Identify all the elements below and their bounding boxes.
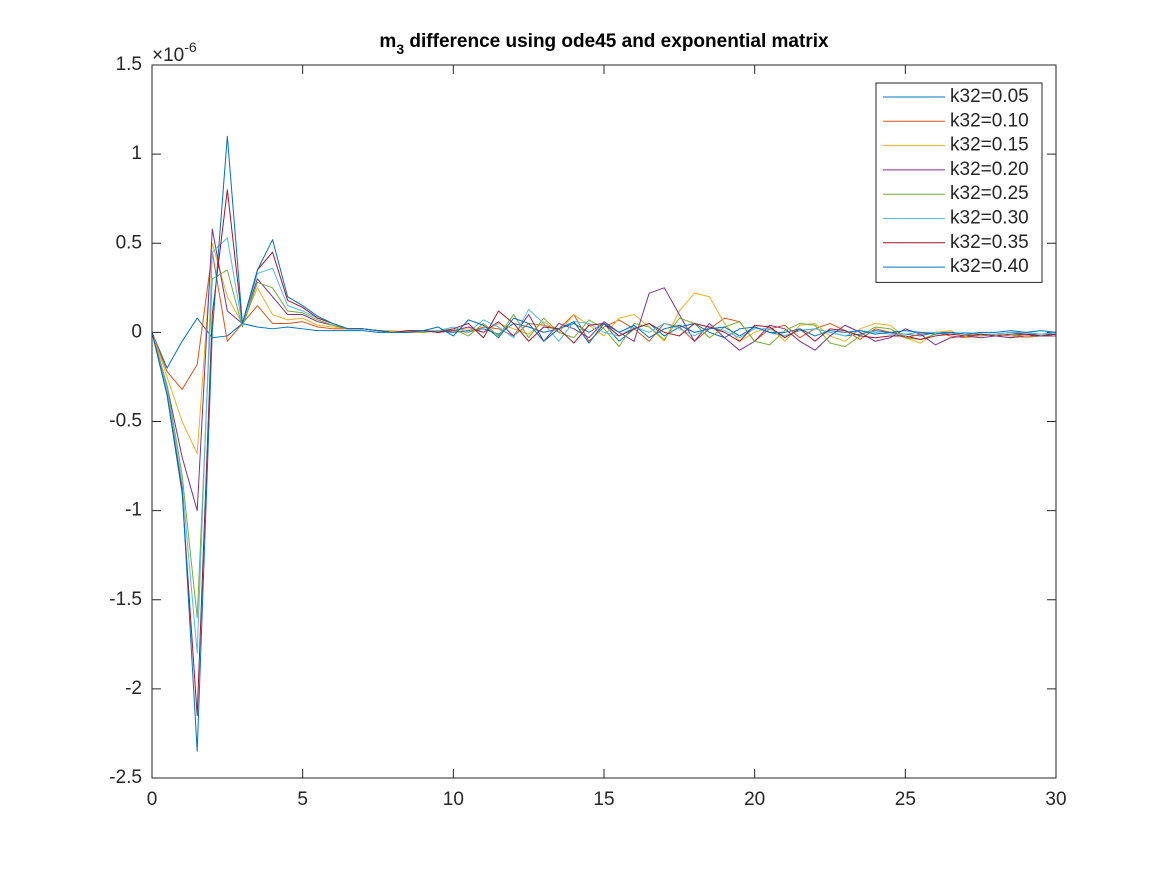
exponent-power: -6 bbox=[184, 39, 197, 55]
series-line bbox=[151, 237, 1057, 654]
x-tick-label: 5 bbox=[297, 789, 308, 810]
y-tick-label: 0.5 bbox=[116, 232, 142, 253]
series-line bbox=[151, 228, 1056, 512]
legend-box bbox=[875, 82, 1043, 283]
x-tick-label: 25 bbox=[895, 789, 916, 810]
y-tick-label: -1.5 bbox=[109, 589, 142, 610]
y-tick-label: -2 bbox=[125, 678, 142, 699]
series-line bbox=[151, 269, 1057, 619]
legend-label: k32=0.15 bbox=[950, 135, 1029, 156]
legend-label: k32=0.30 bbox=[950, 208, 1029, 229]
axes-box bbox=[151, 64, 1057, 779]
y-tick-label: 1 bbox=[131, 143, 142, 164]
series-line bbox=[151, 135, 1057, 752]
x-tick-label: 10 bbox=[443, 789, 464, 810]
legend-label: k32=0.20 bbox=[950, 159, 1029, 180]
x-tick-label: 20 bbox=[744, 789, 765, 810]
legend-label: k32=0.05 bbox=[950, 86, 1029, 107]
x-tick-label: 0 bbox=[147, 789, 158, 810]
legend-label: k32=0.10 bbox=[950, 110, 1029, 131]
legend-label: k32=0.25 bbox=[950, 183, 1029, 204]
axis-exponent: ×10-6 bbox=[152, 39, 197, 66]
y-tick-label: 0 bbox=[131, 321, 142, 342]
x-tick-label: 30 bbox=[1045, 789, 1066, 810]
title-sub: 3 bbox=[396, 41, 404, 57]
legend-label: k32=0.40 bbox=[950, 256, 1029, 277]
title-main: m bbox=[379, 31, 396, 52]
chart-title: m3 difference using ode45 and exponentia… bbox=[379, 31, 829, 57]
y-tick-label: 1.5 bbox=[116, 54, 142, 75]
legend-label: k32=0.35 bbox=[950, 232, 1029, 253]
exponent-base: ×10 bbox=[152, 45, 184, 66]
legend: k32=0.05 k32=0.10 k32=0.15 k32=0.20 k32=0.25… bbox=[875, 82, 1043, 283]
x-tick-label: 15 bbox=[593, 789, 614, 810]
plot-area: 0 5 10 15 20 25 30 -2.5 -2 -1.5 -1 -0.5 0 0.5 1 1.5 k32=… bbox=[109, 54, 1066, 810]
y-tick-label: -2.5 bbox=[109, 767, 142, 788]
y-tick-label: -0.5 bbox=[109, 411, 142, 432]
y-tick-label: -1 bbox=[125, 500, 142, 521]
title-rest: difference using ode45 and exponential m… bbox=[404, 31, 829, 52]
